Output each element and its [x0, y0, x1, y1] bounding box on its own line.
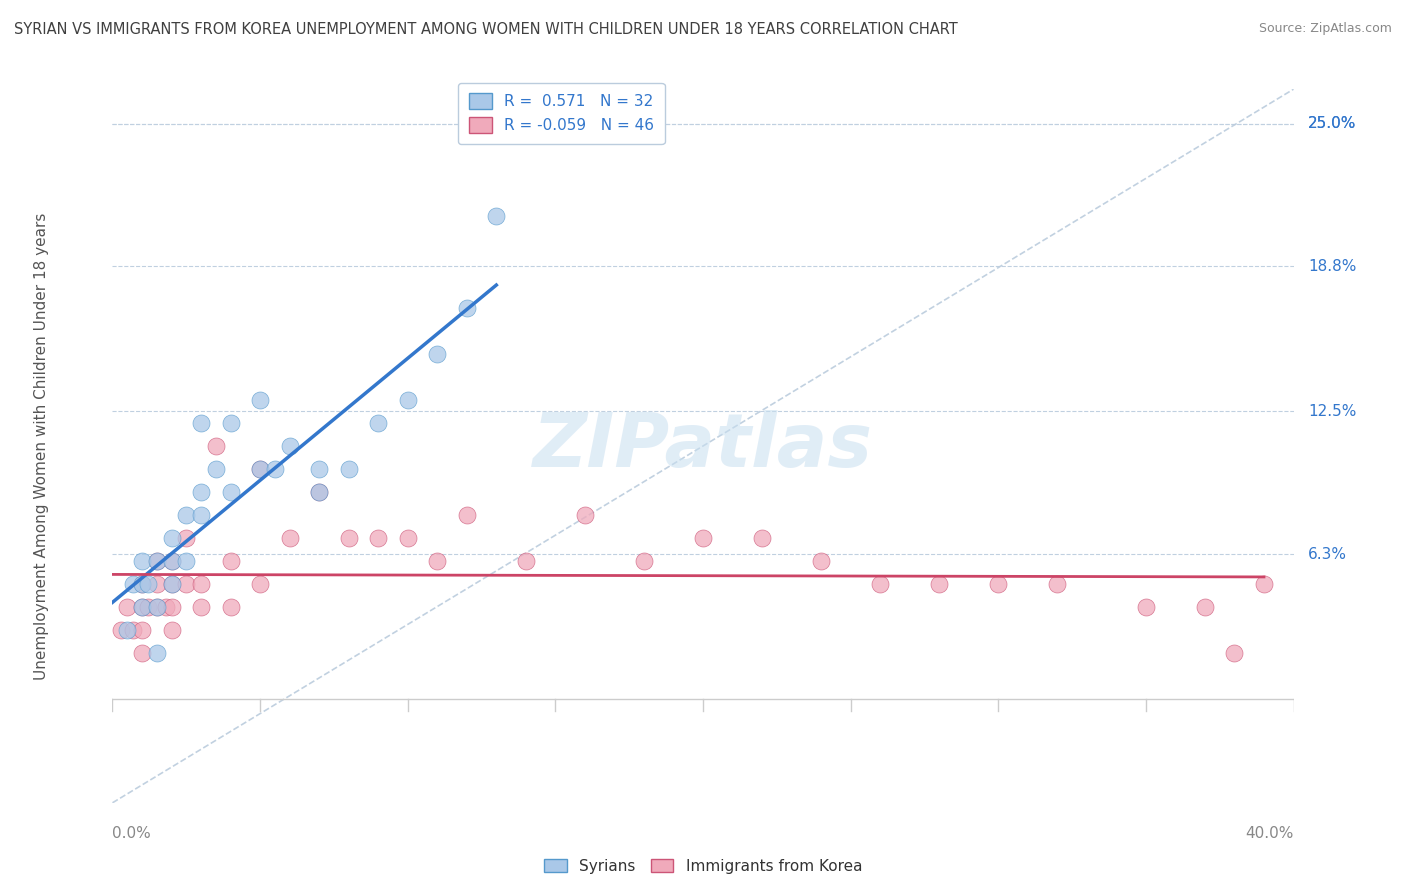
- Point: [190, 508, 212, 522]
- Point: [751, 531, 773, 545]
- Point: [174, 577, 197, 591]
- Point: [810, 554, 832, 568]
- Point: [117, 600, 138, 615]
- Point: [278, 531, 301, 545]
- Point: [456, 508, 478, 522]
- Point: [160, 577, 183, 591]
- Point: [205, 439, 228, 453]
- Point: [219, 416, 242, 430]
- Point: [928, 577, 950, 591]
- Point: [136, 577, 159, 591]
- Point: [131, 577, 153, 591]
- Point: [190, 600, 212, 615]
- Point: [264, 462, 287, 476]
- Point: [308, 462, 330, 476]
- Text: Unemployment Among Women with Children Under 18 years: Unemployment Among Women with Children U…: [34, 212, 49, 680]
- Point: [146, 646, 169, 660]
- Point: [308, 485, 330, 500]
- Point: [308, 485, 330, 500]
- Text: 25.0%: 25.0%: [1309, 116, 1357, 131]
- Point: [249, 462, 271, 476]
- Point: [131, 577, 153, 591]
- Text: Source: ZipAtlas.com: Source: ZipAtlas.com: [1258, 22, 1392, 36]
- Text: 0.0%: 0.0%: [112, 826, 152, 841]
- Point: [396, 392, 419, 407]
- Point: [456, 301, 478, 315]
- Point: [219, 485, 242, 500]
- Point: [131, 623, 153, 637]
- Point: [146, 600, 169, 615]
- Point: [174, 554, 197, 568]
- Point: [160, 554, 183, 568]
- Point: [1046, 577, 1069, 591]
- Point: [515, 554, 537, 568]
- Point: [249, 577, 271, 591]
- Point: [160, 600, 183, 615]
- Text: 18.8%: 18.8%: [1309, 259, 1357, 274]
- Point: [426, 554, 449, 568]
- Point: [205, 462, 228, 476]
- Point: [869, 577, 891, 591]
- Point: [249, 392, 271, 407]
- Point: [367, 416, 389, 430]
- Point: [160, 554, 183, 568]
- Text: 12.5%: 12.5%: [1309, 404, 1357, 419]
- Point: [131, 646, 153, 660]
- Text: SYRIAN VS IMMIGRANTS FROM KOREA UNEMPLOYMENT AMONG WOMEN WITH CHILDREN UNDER 18 : SYRIAN VS IMMIGRANTS FROM KOREA UNEMPLOY…: [14, 22, 957, 37]
- Point: [190, 577, 212, 591]
- Point: [155, 600, 177, 615]
- Point: [249, 462, 271, 476]
- Legend: Syrians, Immigrants from Korea: Syrians, Immigrants from Korea: [537, 853, 869, 880]
- Point: [174, 508, 197, 522]
- Point: [190, 416, 212, 430]
- Point: [146, 577, 169, 591]
- Point: [396, 531, 419, 545]
- Text: 25.0%: 25.0%: [1309, 116, 1357, 131]
- Point: [485, 209, 508, 223]
- Point: [160, 623, 183, 637]
- Point: [146, 554, 169, 568]
- Point: [122, 577, 145, 591]
- Point: [131, 600, 153, 615]
- Point: [426, 347, 449, 361]
- Point: [692, 531, 714, 545]
- Legend: R =  0.571   N = 32, R = -0.059   N = 46: R = 0.571 N = 32, R = -0.059 N = 46: [458, 83, 665, 144]
- Point: [367, 531, 389, 545]
- Point: [337, 462, 360, 476]
- Text: 6.3%: 6.3%: [1309, 547, 1347, 562]
- Point: [987, 577, 1010, 591]
- Point: [136, 600, 159, 615]
- Point: [110, 623, 132, 637]
- Text: ZIPatlas: ZIPatlas: [533, 409, 873, 483]
- Point: [190, 485, 212, 500]
- Point: [174, 531, 197, 545]
- Point: [122, 623, 145, 637]
- Point: [1253, 577, 1275, 591]
- Text: 40.0%: 40.0%: [1246, 826, 1294, 841]
- Point: [219, 554, 242, 568]
- Point: [117, 623, 138, 637]
- Point: [1223, 646, 1246, 660]
- Point: [131, 600, 153, 615]
- Point: [337, 531, 360, 545]
- Point: [1135, 600, 1157, 615]
- Point: [146, 554, 169, 568]
- Point: [160, 531, 183, 545]
- Point: [574, 508, 596, 522]
- Point: [146, 600, 169, 615]
- Point: [131, 554, 153, 568]
- Point: [278, 439, 301, 453]
- Point: [1194, 600, 1216, 615]
- Point: [219, 600, 242, 615]
- Point: [633, 554, 655, 568]
- Point: [160, 577, 183, 591]
